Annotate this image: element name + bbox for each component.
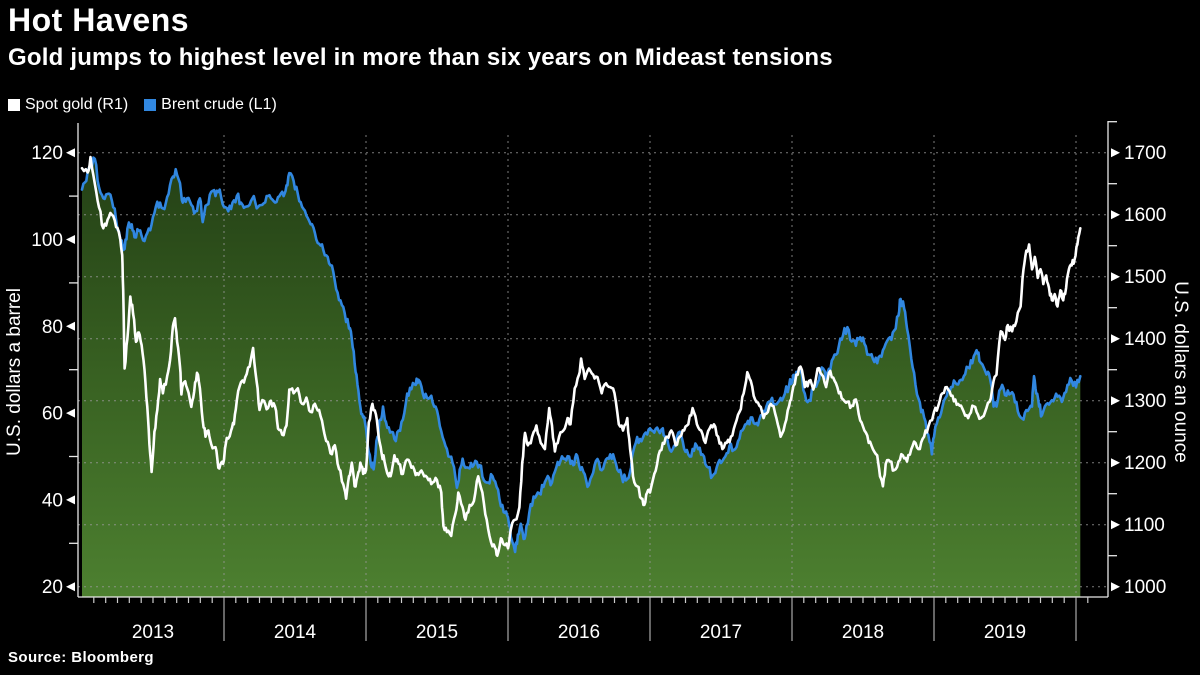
year-label: 2015 xyxy=(416,622,458,643)
x-axis: 2013 2014 2015 2016 2017 2018 2019 xyxy=(93,597,1089,643)
year-label: 2019 xyxy=(984,622,1026,643)
right-axis-title: U.S. dollars an ounce xyxy=(1170,281,1191,463)
right-axis-arrow-tick xyxy=(1111,396,1120,406)
axes xyxy=(77,121,1109,598)
year-label: 2016 xyxy=(558,622,600,643)
right-axis-arrow-tick xyxy=(1111,334,1120,344)
right-axis-tick-label: 1700 xyxy=(1124,143,1166,164)
left-axis-tick-label: 120 xyxy=(31,143,63,164)
legend-label-brent-crude: Brent crude (L1) xyxy=(161,96,277,113)
right-axis-tick-label: 1400 xyxy=(1124,329,1166,350)
year-label: 2018 xyxy=(842,622,884,643)
right-axis-arrow-tick xyxy=(1111,458,1120,468)
left-axis-arrow-tick xyxy=(66,495,75,505)
spot-gold-swatch-icon xyxy=(8,99,20,111)
legend-item-spot-gold: Spot gold (R1) xyxy=(8,96,128,114)
left-axis-tick-label: 40 xyxy=(42,490,63,511)
left-axis: 120 100 80 60 40 20 U.S. dollars a barrel xyxy=(4,143,78,598)
right-axis-arrow-tick xyxy=(1111,272,1120,282)
right-axis-tick-label: 1600 xyxy=(1124,205,1166,226)
year-label: 2014 xyxy=(274,622,317,643)
brent-crude-line xyxy=(80,156,1082,554)
left-axis-tick-label: 60 xyxy=(42,404,63,425)
source-credit: Source: Bloomberg xyxy=(8,649,154,666)
left-axis-arrow-tick xyxy=(66,321,75,331)
left-axis-tick-label: 100 xyxy=(31,230,63,251)
left-axis-arrow-tick xyxy=(66,148,75,158)
right-axis-arrow-tick xyxy=(1111,148,1120,158)
right-axis-arrow-tick xyxy=(1111,582,1120,592)
chart-subtitle: Gold jumps to highest level in more than… xyxy=(8,44,833,71)
left-axis-title: U.S. dollars a barrel xyxy=(4,288,25,456)
left-axis-arrow-tick xyxy=(66,582,75,592)
year-label: 2013 xyxy=(132,622,174,643)
left-axis-tick-label: 80 xyxy=(42,317,63,338)
right-axis-tick-label: 1100 xyxy=(1124,515,1165,536)
right-axis-arrow-tick xyxy=(1111,210,1120,220)
left-axis-arrow-tick xyxy=(66,408,75,418)
spot-gold-line xyxy=(80,155,1082,558)
left-axis-arrow-tick xyxy=(66,235,75,244)
brent-crude-swatch-icon xyxy=(144,99,157,111)
right-axis-tick-label: 1000 xyxy=(1124,577,1166,598)
legend-item-brent-crude: Brent crude (L1) xyxy=(144,96,277,114)
page-title: Hot Havens xyxy=(8,2,190,38)
legend: Spot gold (R1) Brent crude (L1) xyxy=(8,96,277,114)
right-axis-tick-label: 1500 xyxy=(1124,267,1166,288)
right-axis: 1700 1600 1500 1400 1300 1200 1100 1000 U.S. dol… xyxy=(1108,121,1191,598)
left-axis-tick-label: 20 xyxy=(42,577,63,598)
legend-label-spot-gold: Spot gold (R1) xyxy=(25,96,129,113)
year-label: 2017 xyxy=(700,622,742,643)
right-axis-tick-label: 1300 xyxy=(1124,391,1166,412)
brent-area-fill xyxy=(82,157,1081,597)
right-axis-tick-label: 1200 xyxy=(1124,453,1166,474)
right-axis-arrow-tick xyxy=(1111,520,1120,530)
